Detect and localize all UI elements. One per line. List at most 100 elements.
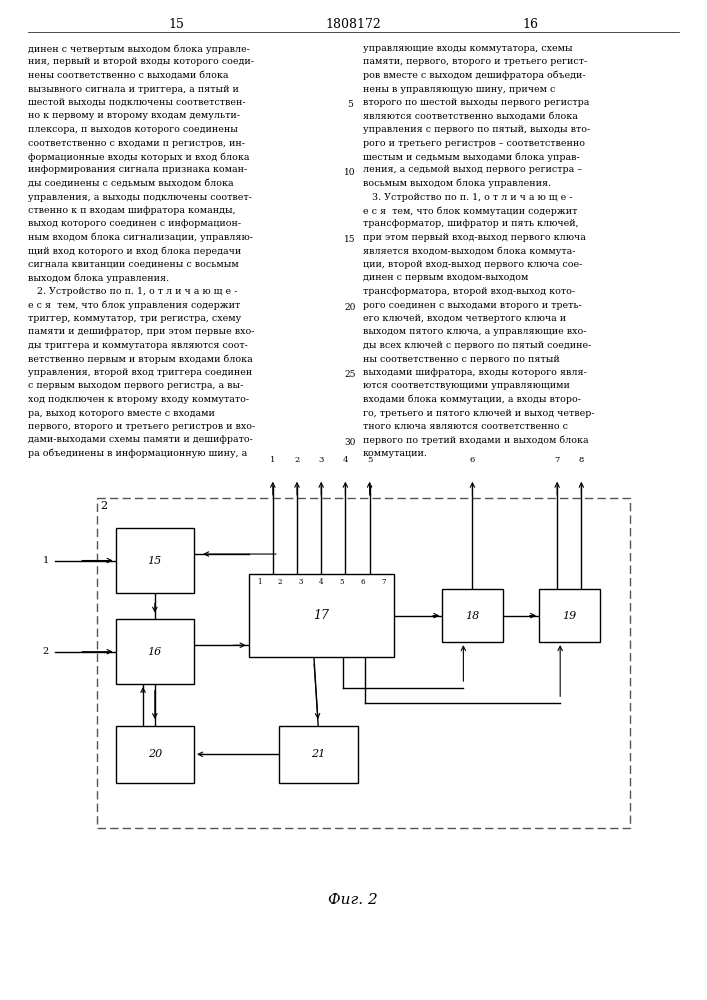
Text: 3: 3 [319,456,324,464]
Text: ров вместе с выходом дешифратора объеди-: ров вместе с выходом дешифратора объеди- [363,71,585,81]
Text: 3. Устройство по п. 1, о т л и ч а ю щ е -: 3. Устройство по п. 1, о т л и ч а ю щ е… [363,192,573,202]
Bar [279,726,358,783]
Text: 4: 4 [343,456,348,464]
Text: но к первому и второму входам демульти-: но к первому и второму входам демульти- [28,111,240,120]
Text: нены в управляющую шину, причем с: нены в управляющую шину, причем с [363,85,556,94]
Text: управляющие входы коммутатора, схемы: управляющие входы коммутатора, схемы [363,44,573,53]
Text: 2: 2 [294,456,300,464]
Text: выход которого соединен с информацион-: выход которого соединен с информацион- [28,220,241,229]
Text: 16: 16 [522,18,538,31]
Text: триггер, коммутатор, три регистра, схему: триггер, коммутатор, три регистра, схему [28,314,241,323]
Text: 1: 1 [257,578,261,586]
Text: дами-выходами схемы памяти и дешифрато-: дами-выходами схемы памяти и дешифрато- [28,436,253,444]
Text: 18: 18 [465,611,479,621]
Text: ды соединены с седьмым выходом блока: ды соединены с седьмым выходом блока [28,179,233,188]
Text: входами блока коммутации, а входы второ-: входами блока коммутации, а входы второ- [363,395,581,404]
Text: 25: 25 [344,370,356,379]
Text: 2: 2 [100,501,107,511]
Text: динен с четвертым выходом блока управле-: динен с четвертым выходом блока управле- [28,44,250,53]
Text: 5: 5 [339,578,344,586]
Text: нены соответственно с выходами блока: нены соответственно с выходами блока [28,71,228,80]
Text: 16: 16 [148,647,162,657]
Text: 1808172: 1808172 [325,18,381,31]
Bar [115,726,194,783]
Text: шестой выходы подключены соответствен-: шестой выходы подключены соответствен- [28,98,245,107]
Text: 6: 6 [361,578,365,586]
Text: 15: 15 [344,235,356,244]
Text: динен с первым входом-выходом: динен с первым входом-выходом [363,273,528,282]
Bar [115,619,194,684]
Text: 21: 21 [311,749,325,759]
Text: являются соответственно выходами блока: являются соответственно выходами блока [363,111,578,120]
Bar [115,528,194,593]
Text: соответственно с входами п регистров, ин-: соответственно с входами п регистров, ин… [28,138,245,147]
Text: 5: 5 [367,456,373,464]
Text: 15: 15 [168,18,184,31]
Text: управления, второй вход триггера соединен: управления, второй вход триггера соедине… [28,368,252,377]
Text: го, третьего и пятого ключей и выход четвер-: го, третьего и пятого ключей и выход чет… [363,408,595,418]
Text: тного ключа являются соответственно с: тного ключа являются соответственно с [363,422,568,431]
Text: 7: 7 [554,456,560,464]
Text: ра объединены в информационную шину, а: ра объединены в информационную шину, а [28,449,247,458]
Text: 17: 17 [313,609,329,622]
Text: ра, выход которого вместе с входами: ра, выход которого вместе с входами [28,408,215,418]
Text: рого соединен с выходами второго и треть-: рого соединен с выходами второго и треть… [363,300,582,310]
Text: е с я  тем, что блок управления содержит: е с я тем, что блок управления содержит [28,300,240,310]
Text: 3: 3 [298,578,303,586]
Text: 20: 20 [148,749,162,759]
Text: управления с первого по пятый, выходы вто-: управления с первого по пятый, выходы вт… [363,125,590,134]
Text: 19: 19 [562,611,576,621]
Text: 2. Устройство по п. 1, о т л и ч а ю щ е -: 2. Устройство по п. 1, о т л и ч а ю щ е… [28,287,238,296]
Text: 15: 15 [148,556,162,566]
Text: вызывного сигнала и триггера, а пятый и: вызывного сигнала и триггера, а пятый и [28,85,239,94]
Text: выходами шифратора, входы которого явля-: выходами шифратора, входы которого явля- [363,368,587,377]
Text: с первым выходом первого регистра, а вы-: с первым выходом первого регистра, а вы- [28,381,243,390]
Text: 7: 7 [381,578,386,586]
Text: сигнала квитанции соединены с восьмым: сигнала квитанции соединены с восьмым [28,260,239,269]
Text: 30: 30 [344,438,356,447]
Text: рого и третьего регистров – соответственно: рого и третьего регистров – соответствен… [363,138,585,147]
Text: ния, первый и второй входы которого соеди-: ния, первый и второй входы которого соед… [28,57,254,66]
Text: ды всех ключей с первого по пятый соедине-: ды всех ключей с первого по пятый соедин… [363,341,591,350]
Text: е с я  тем, что блок коммутации содержит: е с я тем, что блок коммутации содержит [363,206,578,216]
Text: щий вход которого и вход блока передачи: щий вход которого и вход блока передачи [28,246,241,256]
Text: 10: 10 [344,168,356,177]
Text: выходом пятого ключа, а управляющие вхо-: выходом пятого ключа, а управляющие вхо- [363,328,587,336]
Text: трансформатор, шифратор и пять ключей,: трансформатор, шифратор и пять ключей, [363,220,578,229]
Text: ветственно первым и вторым входами блока: ветственно первым и вторым входами блока [28,355,252,364]
Text: коммутации.: коммутации. [363,449,428,458]
Bar [98,498,630,828]
Text: плексора, п выходов которого соединены: плексора, п выходов которого соединены [28,125,238,134]
Text: ным входом блока сигнализации, управляю-: ным входом блока сигнализации, управляю- [28,233,253,242]
Text: шестым и седьмым выходами блока управ-: шестым и седьмым выходами блока управ- [363,152,580,161]
Text: памяти и дешифратор, при этом первые вхо-: памяти и дешифратор, при этом первые вхо… [28,328,255,336]
Text: управления, а выходы подключены соответ-: управления, а выходы подключены соответ- [28,192,252,202]
Text: 8: 8 [578,456,584,464]
Text: ды триггера и коммутатора являются соот-: ды триггера и коммутатора являются соот- [28,341,248,350]
Text: информирования сигнала признака коман-: информирования сигнала признака коман- [28,165,247,174]
Bar [442,589,503,642]
Text: ления, а седьмой выход первого регистра –: ления, а седьмой выход первого регистра … [363,165,582,174]
Text: 6: 6 [470,456,475,464]
Text: памяти, первого, второго и третьего регист-: памяти, первого, второго и третьего реги… [363,57,588,66]
Text: ются соответствующими управляющими: ются соответствующими управляющими [363,381,570,390]
Text: 2: 2 [42,647,49,656]
Text: ны соответственно с первого по пятый: ны соответственно с первого по пятый [363,355,560,363]
Text: является входом-выходом блока коммута-: является входом-выходом блока коммута- [363,246,575,256]
Text: при этом первый вход-выход первого ключа: при этом первый вход-выход первого ключа [363,233,586,242]
Text: выходом блока управления.: выходом блока управления. [28,273,169,283]
Text: 20: 20 [344,303,356,312]
Text: формационные входы которых и вход блока: формационные входы которых и вход блока [28,152,250,161]
Text: ции, второй вход-выход первого ключа сое-: ции, второй вход-выход первого ключа сое… [363,260,583,269]
Text: 1: 1 [42,556,49,565]
Text: второго по шестой выходы первого регистра: второго по шестой выходы первого регистр… [363,98,590,107]
Text: его ключей, входом четвертого ключа и: его ключей, входом четвертого ключа и [363,314,566,323]
Text: восьмым выходом блока управления.: восьмым выходом блока управления. [363,179,551,188]
Text: первого, второго и третьего регистров и вхо-: первого, второго и третьего регистров и … [28,422,255,431]
Text: 4: 4 [319,578,323,586]
Bar [249,574,394,657]
Text: Фиг. 2: Фиг. 2 [328,893,378,907]
Text: 1: 1 [270,456,276,464]
Text: 5: 5 [347,100,353,109]
Text: ход подключен к второму входу коммутато-: ход подключен к второму входу коммутато- [28,395,249,404]
